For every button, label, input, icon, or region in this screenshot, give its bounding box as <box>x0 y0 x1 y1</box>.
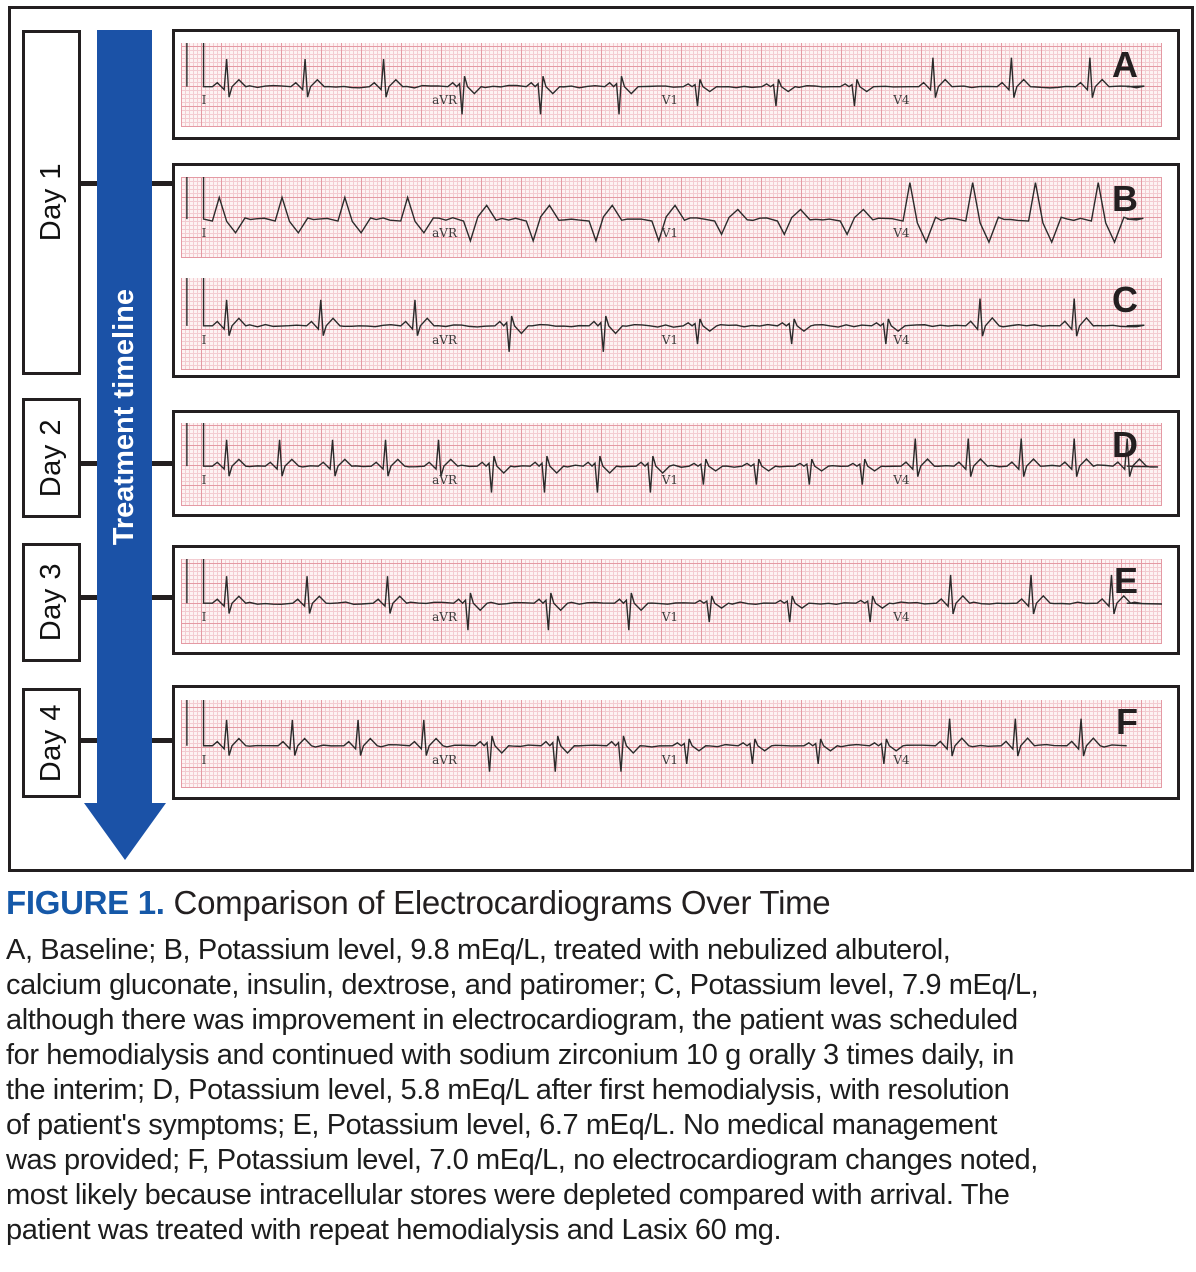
strip-letter-b: B <box>1112 178 1138 219</box>
lead-label-v4: V4 <box>893 752 910 767</box>
strip-letter-a: A <box>1112 44 1138 85</box>
day-label-1: Day 1 <box>35 163 67 242</box>
ecg-trace-b <box>181 177 1162 258</box>
lead-label-i: I <box>201 225 207 240</box>
ecg-trace-e <box>181 559 1162 644</box>
lead-label-avr: aVR <box>432 752 457 767</box>
lead-label-v4: V4 <box>893 333 910 348</box>
figure-outer-frame <box>8 6 1194 872</box>
day-label-2: Day 2 <box>35 418 67 498</box>
strip-letter-d: D <box>1112 424 1138 465</box>
strip-letter-e: E <box>1113 560 1138 601</box>
ecg-trace-f <box>181 700 1162 788</box>
lead-label-i: I <box>201 752 207 767</box>
lead-label-i: I <box>201 472 207 487</box>
day-box-4: Day 4 <box>22 688 81 798</box>
day-box-1: Day 1 <box>22 30 81 375</box>
lead-label-v1: V1 <box>661 333 678 348</box>
lead-label-i: I <box>201 333 207 348</box>
figure-caption-heading: FIGURE 1. Comparison of Electrocardiogra… <box>6 884 1166 922</box>
timeline-arrow-label: Treatment timeline <box>108 289 140 546</box>
figure-caption: FIGURE 1. Comparison of Electrocardiogra… <box>6 884 1166 1248</box>
figure-title: Comparison of Electrocardiograms Over Ti… <box>173 884 831 921</box>
strip-letter-f: F <box>1116 701 1138 742</box>
lead-label-v1: V1 <box>661 610 678 624</box>
lead-label-avr: aVR <box>432 472 457 487</box>
timeline-arrow: Treatment timeline <box>97 30 152 805</box>
ecg-trace-a <box>181 43 1162 127</box>
lead-label-v4: V4 <box>893 472 910 487</box>
figure-label: FIGURE 1. <box>6 884 165 921</box>
day-label-4: Day 4 <box>35 703 67 783</box>
ecg-trace-c <box>181 278 1162 370</box>
lead-label-v4: V4 <box>893 610 910 624</box>
lead-label-avr: aVR <box>432 93 457 108</box>
strip-letter-c: C <box>1112 279 1138 320</box>
lead-label-avr: aVR <box>432 225 457 240</box>
day-box-2: Day 2 <box>22 398 81 518</box>
lead-label-avr: aVR <box>432 610 457 624</box>
lead-label-v1: V1 <box>661 225 678 240</box>
lead-label-v4: V4 <box>893 225 910 240</box>
lead-label-v1: V1 <box>661 93 678 108</box>
lead-label-v1: V1 <box>661 472 678 487</box>
lead-label-v4: V4 <box>893 93 910 108</box>
day-box-3: Day 3 <box>22 543 81 662</box>
lead-label-v1: V1 <box>661 752 678 767</box>
timeline-arrowhead-icon <box>84 803 166 860</box>
ecg-trace-d <box>181 423 1162 506</box>
day-label-3: Day 3 <box>35 563 67 642</box>
figure-description: A, Baseline; B, Potassium level, 9.8 mEq… <box>6 934 1039 1246</box>
lead-label-i: I <box>201 610 207 624</box>
lead-label-avr: aVR <box>432 333 457 348</box>
lead-label-i: I <box>201 93 207 108</box>
